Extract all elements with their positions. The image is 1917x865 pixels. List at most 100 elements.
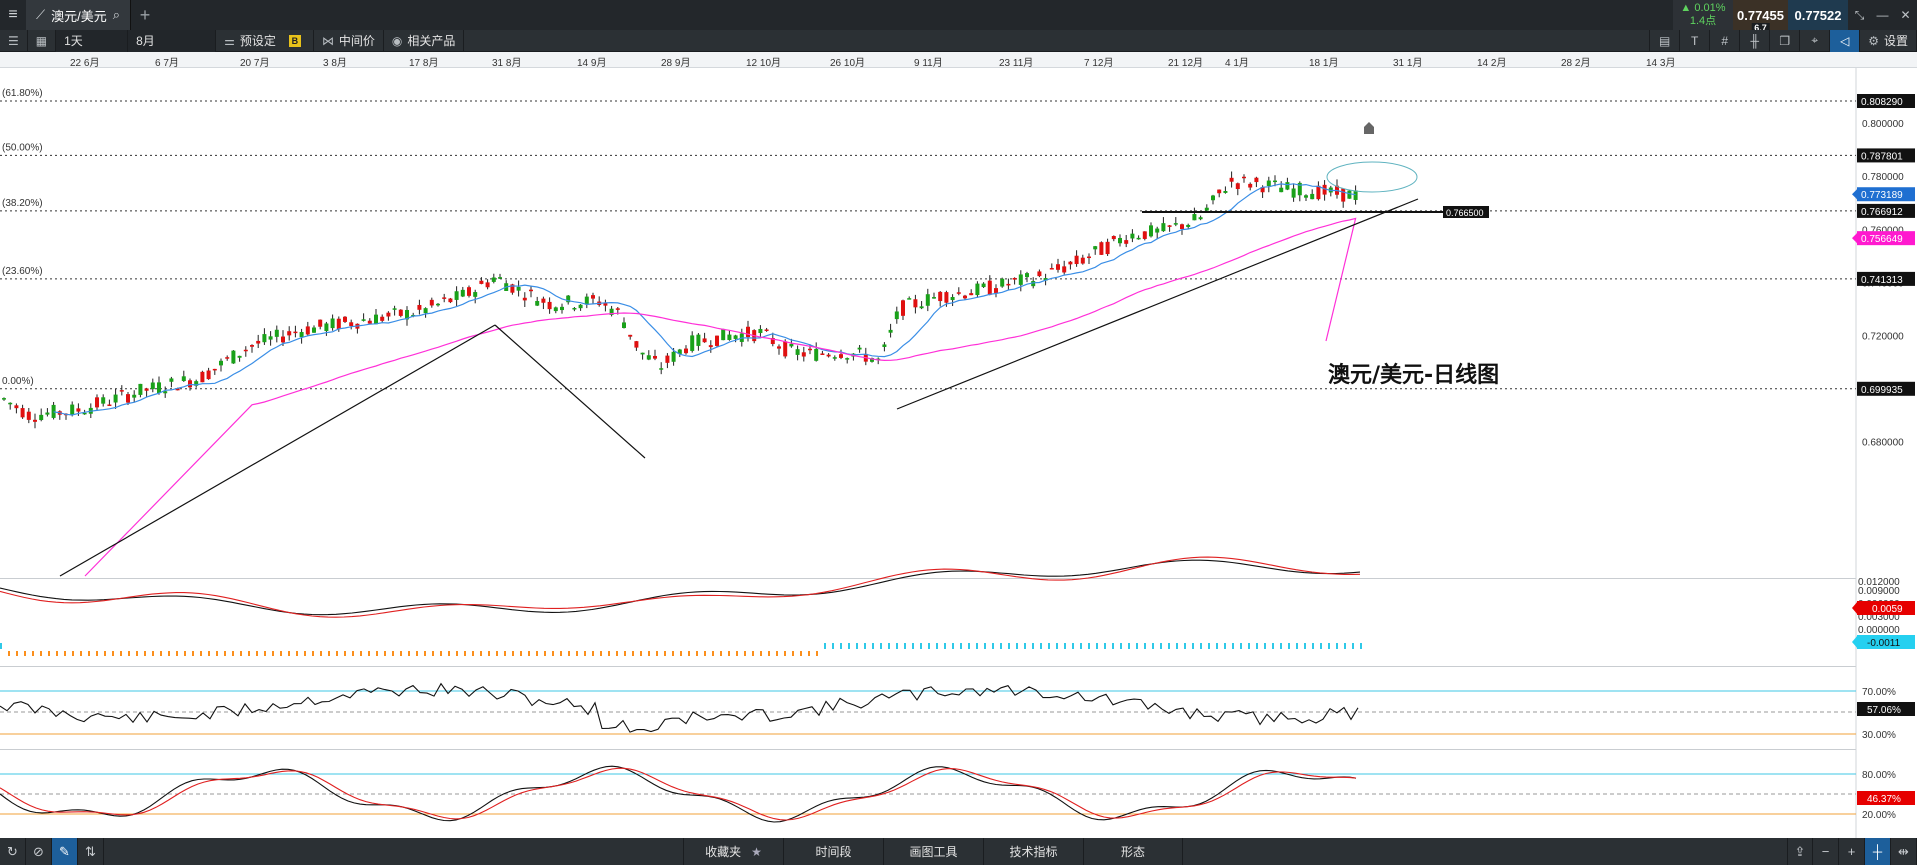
date-tick: 23 11月	[999, 58, 1034, 69]
preset-button[interactable]: ⚌ 预设定 B	[216, 29, 314, 52]
list-icon[interactable]: ☰	[0, 29, 28, 52]
search-icon[interactable]: ⌕	[112, 7, 121, 22]
macd-histogram-bar	[88, 651, 90, 656]
macd-histogram-bar	[896, 643, 898, 649]
candle	[1074, 255, 1079, 265]
tab-indicators[interactable]: 技术指标	[983, 838, 1083, 865]
macd-histogram-bar	[24, 651, 26, 656]
candle	[839, 354, 843, 358]
candle	[212, 368, 217, 371]
candle	[684, 348, 688, 354]
candle	[932, 297, 936, 299]
macd-axis-label: 0.009000	[1858, 586, 1900, 597]
midprice-button[interactable]: ⋈ 中间价	[314, 29, 384, 52]
candle-type-icon[interactable]: ╫	[1739, 29, 1769, 52]
macd-histogram-bar	[424, 651, 426, 656]
document-icon[interactable]: ▤	[1649, 29, 1679, 52]
prohibit-icon[interactable]: ⊘	[26, 838, 52, 865]
candle	[783, 341, 788, 357]
candle	[1266, 180, 1271, 187]
candle	[1242, 176, 1246, 179]
candle	[659, 368, 664, 370]
magnet-icon[interactable]: ⇅	[78, 838, 104, 865]
sell-price-button[interactable]: 0.77455 6.7	[1733, 0, 1788, 33]
candle	[994, 288, 998, 293]
candle	[330, 318, 335, 329]
macd-histogram-bar	[384, 651, 386, 656]
marker-current-arrow	[1852, 188, 1858, 201]
rsi-value-badge	[1857, 702, 1915, 716]
target-ellipse	[1326, 161, 1418, 193]
support-label-box	[1443, 205, 1489, 218]
tab-instrument[interactable]: ⟋ 澳元/美元 ⌕	[26, 0, 132, 30]
candle	[1248, 183, 1253, 188]
candle	[956, 292, 961, 294]
period-select[interactable]: 8月	[128, 29, 217, 52]
macd-histogram-bar	[656, 651, 658, 656]
macd-histogram-bar	[464, 651, 466, 656]
quote-box: ▲ 0.01% 1.4点 0.77455 6.7 0.77522	[1673, 0, 1848, 33]
tab-patterns[interactable]: 形态	[1083, 838, 1183, 865]
candle	[987, 280, 992, 295]
zoom-in-icon[interactable]: +	[1839, 838, 1865, 865]
export-icon[interactable]: ⇪	[1787, 838, 1813, 865]
settings-button[interactable]: ⚙ 设置	[1859, 29, 1917, 52]
close-icon[interactable]: ✕	[1900, 8, 1911, 22]
crosshair-icon[interactable]: ┼	[1865, 838, 1891, 865]
tab-drawing-tools[interactable]: 画图工具	[883, 838, 983, 865]
fib-label: (61.80%)	[2, 88, 43, 99]
macd-histogram-bar	[608, 651, 610, 656]
related-products-button[interactable]: ◉ 相关产品	[384, 29, 465, 52]
tab-timeframe[interactable]: 时间段	[783, 838, 883, 865]
macd-histogram-bar	[1032, 643, 1034, 649]
menu-icon[interactable]: ≡	[8, 6, 18, 23]
tab-favorites[interactable]: 收藏夹 ★	[683, 838, 783, 865]
date-tick: 31 1月	[1393, 58, 1423, 69]
macd-histogram-bar	[864, 643, 866, 649]
rsi-axis-label: 30.00%	[1862, 730, 1896, 741]
fit-icon[interactable]: ⇹	[1891, 838, 1917, 865]
candle	[1136, 237, 1141, 240]
copy-icon[interactable]: ❐	[1769, 29, 1799, 52]
macd-histogram-bar	[528, 651, 530, 656]
tag-icon[interactable]: ◁	[1829, 29, 1860, 52]
restore-icon[interactable]: ⤡	[1854, 7, 1865, 22]
add-tab-icon[interactable]: +	[139, 4, 151, 25]
macd-histogram-bar	[408, 651, 410, 656]
layout-grid-icon[interactable]: ▦	[28, 29, 57, 52]
macd-histogram-bar	[680, 651, 682, 656]
crosshair-grid-icon[interactable]: #	[1709, 29, 1739, 52]
candle	[758, 328, 763, 334]
pin-icon[interactable]: ⌖	[1799, 29, 1829, 52]
macd-histogram-bar	[744, 651, 746, 656]
chart-canvas[interactable]: (61.80%) (50.00%) (38.20%) (23.60%) 0.00%) 0.…	[0, 68, 1917, 838]
timeframe-select[interactable]: 1天	[56, 29, 129, 52]
refresh-icon[interactable]: ↻	[0, 838, 26, 865]
candle	[1322, 184, 1327, 195]
candle	[442, 297, 447, 299]
macd-histogram-bar	[1192, 643, 1194, 649]
candle	[808, 348, 812, 351]
minimize-icon[interactable]: —	[1876, 8, 1889, 22]
candle	[39, 414, 44, 421]
candle	[1099, 242, 1104, 255]
candle	[1254, 177, 1259, 183]
macd-histogram-bar	[992, 643, 994, 649]
macd-signal-line	[0, 556, 1361, 618]
macd-histogram-bar	[912, 643, 914, 649]
text-tool-icon[interactable]: T	[1679, 29, 1709, 52]
candle	[1006, 283, 1011, 286]
macd-histogram-bar	[208, 651, 210, 656]
macd-histogram-bar	[1280, 643, 1282, 649]
candle	[119, 390, 124, 392]
candle	[26, 411, 31, 420]
candle	[1155, 228, 1160, 233]
pencil-icon[interactable]: ✎	[52, 838, 78, 865]
candle	[801, 352, 806, 357]
macd-histogram-bar	[280, 651, 282, 656]
zoom-out-icon[interactable]: −	[1813, 838, 1839, 865]
macd-histogram-bar	[360, 651, 362, 656]
candle	[343, 316, 347, 322]
stoch-axis-label: 80.00%	[1862, 770, 1896, 781]
buy-price-button[interactable]: 0.77522	[1788, 0, 1848, 30]
